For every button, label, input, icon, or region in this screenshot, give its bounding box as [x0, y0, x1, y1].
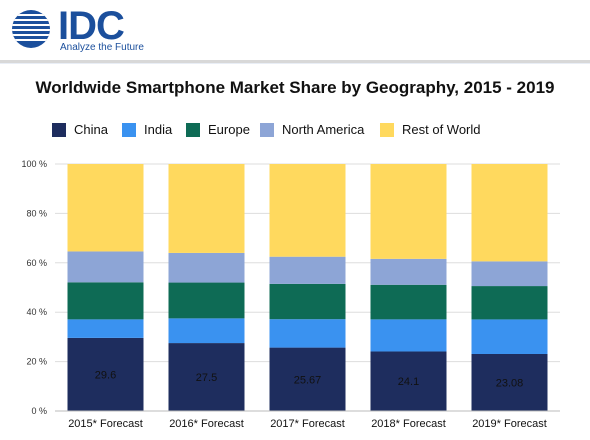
header-divider	[0, 60, 590, 63]
stacked-bar-chart: 0 % 20 % 40 % 60 % 80 % 100 % 29.6 2015* Foreca…	[21, 159, 560, 430]
legend-label-north-america: North America	[282, 122, 365, 137]
legend-swatch-rest-of-world	[380, 123, 394, 137]
bar-segment-china	[471, 353, 548, 411]
bar-segment-india	[471, 319, 548, 354]
x-tick-label: 2016* Forecast	[169, 418, 244, 430]
bar-segment-india	[269, 319, 346, 348]
bar-segment-china	[168, 343, 245, 411]
logo-wordmark: IDC	[58, 4, 125, 48]
bar-segment-china	[269, 347, 346, 411]
header: IDC Analyze the Future	[0, 0, 590, 58]
bar-segment-europe	[471, 286, 548, 320]
legend-label-india: India	[144, 122, 173, 137]
bar-segment-rest-of-world	[67, 164, 144, 252]
x-tick-label: 2015* Forecast	[68, 418, 143, 430]
y-tick-label: 80 %	[26, 208, 47, 218]
bar-segment-rest-of-world	[370, 164, 447, 259]
y-tick-label: 20 %	[26, 357, 47, 367]
bar-segment-rest-of-world	[269, 164, 346, 257]
header-divider-accent	[0, 63, 590, 64]
data-label: 27.5	[196, 372, 217, 384]
data-label: 25.67	[294, 374, 322, 386]
legend-swatch-india	[122, 123, 136, 137]
bar-segment-rest-of-world	[471, 164, 548, 262]
x-tick-label: 2018* Forecast	[371, 418, 446, 430]
globe-icon	[12, 10, 50, 48]
bar-segment-north-america	[370, 258, 447, 285]
legend-swatch-china	[52, 123, 66, 137]
data-label: 29.6	[95, 369, 116, 381]
y-tick-label: 40 %	[26, 307, 47, 317]
logo-tagline: Analyze the Future	[60, 42, 144, 53]
x-tick-label: 2019* Forecast	[472, 418, 547, 430]
bar-segment-india	[370, 319, 447, 352]
bar-segment-north-america	[269, 256, 346, 284]
bar-segment-rest-of-world	[168, 164, 245, 253]
legend-label-china: China	[74, 122, 108, 137]
bar-segment-india	[67, 319, 144, 338]
x-tick-label: 2017* Forecast	[270, 418, 345, 430]
y-tick-label: 0 %	[31, 406, 47, 416]
bar-segment-europe	[67, 282, 144, 320]
legend-swatch-europe	[186, 123, 200, 137]
bar-segment-north-america	[67, 251, 144, 283]
data-label: 23.08	[496, 377, 524, 389]
bar-segment-europe	[370, 284, 447, 320]
bar-segment-china	[67, 337, 144, 411]
bar-segment-china	[370, 351, 447, 411]
y-tick-label: 60 %	[26, 258, 47, 268]
bar-segment-north-america	[471, 261, 548, 287]
legend-swatch-north-america	[260, 123, 274, 137]
bar-segment-europe	[269, 283, 346, 320]
y-tick-label: 100 %	[21, 159, 47, 169]
bar-segment-north-america	[168, 252, 245, 283]
legend-label-europe: Europe	[208, 122, 250, 137]
legend-label-rest-of-world: Rest of World	[402, 122, 481, 137]
data-label: 24.1	[398, 376, 419, 388]
bar-segment-india	[168, 318, 245, 344]
bar-segment-europe	[168, 282, 245, 319]
idc-logo[interactable]: IDC Analyze the Future	[8, 4, 148, 53]
chart-title: Worldwide Smartphone Market Share by Geo…	[35, 78, 555, 97]
